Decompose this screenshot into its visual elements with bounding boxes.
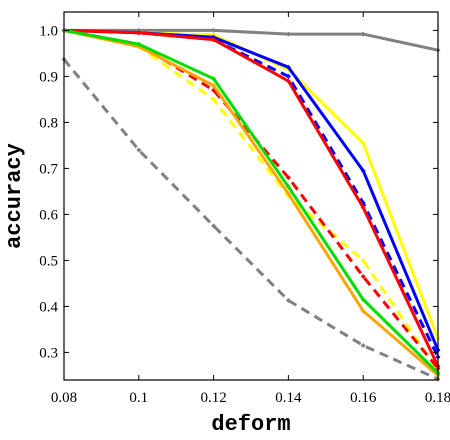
data-point: [360, 31, 366, 37]
series-line: [63, 28, 440, 367]
data-point: [285, 78, 291, 84]
data-point: [360, 308, 366, 314]
y-tick-label: 0.3: [39, 345, 58, 361]
plot-frame: [63, 11, 439, 381]
series-line: [64, 28, 439, 52]
x-tick-label: 0.18: [425, 390, 450, 406]
data-point: [360, 343, 366, 348]
x-tick-label: 0.16: [350, 390, 377, 406]
x-tick-label: 0.1: [129, 390, 148, 406]
data-point: [285, 64, 291, 70]
data-point: [211, 37, 217, 43]
data-point: [360, 257, 366, 263]
x-tick-label: 0.08: [51, 390, 77, 406]
y-tick-label: 0.9: [39, 69, 58, 85]
data-point: [360, 168, 366, 174]
series-layer: [61, 27, 441, 382]
data-point: [136, 147, 142, 153]
data-point: [285, 297, 291, 303]
data-point: [285, 184, 291, 190]
y-tick-label: 0.4: [39, 299, 58, 315]
x-axis-title: deform: [211, 412, 290, 437]
data-point: [360, 297, 366, 302]
y-tick-label: 0.8: [39, 115, 58, 131]
data-point: [360, 140, 366, 146]
data-point: [211, 96, 217, 102]
data-point: [360, 205, 366, 210]
y-tick-label: 0.7: [39, 161, 58, 177]
y-tick-label: 0.6: [39, 207, 58, 223]
data-point: [360, 274, 366, 279]
series-line: [62, 58, 439, 381]
ticks-layer: 0.08 0.1 0.12 0.14 0.16 0.18 0.3 0.4 0.5 0.6 0.7 0.…: [39, 12, 450, 406]
data-point: [211, 27, 217, 33]
x-tick-label: 0.12: [200, 390, 226, 406]
y-tick-label: 0.5: [39, 253, 58, 269]
data-point: [285, 191, 291, 197]
y-axis-title: accuracy: [2, 143, 27, 249]
data-point: [136, 30, 142, 36]
data-point: [211, 76, 217, 82]
series-line: [63, 28, 439, 377]
y-tick-label: 1.0: [39, 23, 58, 39]
data-point: [136, 41, 142, 47]
data-point: [211, 223, 217, 229]
data-point: [285, 175, 291, 181]
x-tick-label: 0.14: [275, 390, 302, 406]
data-point: [285, 73, 291, 79]
data-point: [211, 83, 217, 89]
series-line: [63, 28, 440, 375]
data-point: [285, 31, 291, 37]
